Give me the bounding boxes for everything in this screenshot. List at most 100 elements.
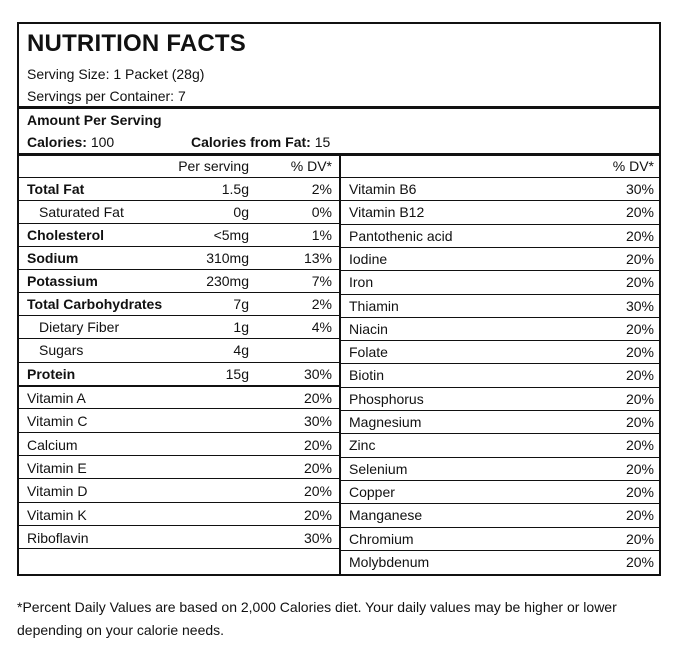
nutrient-amount: <5mg	[213, 227, 249, 243]
nutrient-name: Iron	[349, 274, 374, 291]
row-separator	[341, 503, 659, 505]
vitamin-dv: 20%	[303, 506, 332, 523]
row-separator	[19, 431, 339, 433]
nutrient-dv: 20%	[625, 320, 654, 337]
nutrient-dv: 4%	[311, 319, 332, 335]
row-separator	[341, 177, 659, 178]
row-separator	[341, 293, 659, 295]
nutrient-name: Thiamin	[349, 297, 399, 314]
row-separator	[341, 456, 659, 458]
nutrient-amount: 15g	[225, 366, 249, 382]
vitamin-name: Vitamin C	[27, 413, 88, 430]
nutrient-dv: 30%	[303, 366, 332, 382]
row-separator	[19, 292, 339, 293]
footnote: *Percent Daily Values are based on 2,000…	[17, 599, 617, 638]
row-separator	[19, 223, 339, 224]
row-separator	[341, 316, 659, 318]
nutrient-dv: 20%	[625, 483, 654, 500]
row-separator	[19, 269, 339, 270]
calories-label: Calories:	[27, 134, 87, 150]
nutrient-amount: 310mg	[206, 250, 249, 266]
nutrient-amount: 230mg	[206, 273, 249, 289]
column-divider	[339, 153, 341, 574]
nutrient-amount: 7g	[233, 296, 249, 312]
row-separator	[19, 315, 339, 316]
nutrient-dv: 7%	[311, 273, 332, 289]
divider-vitamins	[19, 385, 339, 387]
row-separator	[341, 479, 659, 481]
row-separator	[19, 200, 339, 201]
row-separator	[341, 340, 659, 342]
nutrient-name: Protein	[27, 366, 76, 382]
row-separator	[19, 338, 339, 339]
row-separator	[19, 246, 339, 247]
row-separator	[19, 454, 339, 456]
left-per-serving-header: Per serving	[178, 158, 249, 174]
nutrient-dv: 20%	[625, 460, 654, 477]
nutrient-name: Phosphorus	[349, 390, 424, 407]
vitamin-name: Vitamin D	[27, 483, 88, 500]
nutrient-name: Magnesium	[349, 414, 422, 430]
nutrient-dv: 1%	[311, 227, 332, 243]
row-separator	[341, 223, 659, 225]
nutrient-dv: 20%	[625, 367, 654, 384]
nutrient-amount: 4g	[233, 342, 249, 358]
calories-fat-line: Calories from Fat: 15	[191, 134, 330, 150]
nutrient-name: Molybdenum	[349, 553, 430, 570]
row-separator	[19, 501, 339, 503]
nutrient-name: Dietary Fiber	[39, 319, 120, 335]
vitamin-name: Vitamin E	[27, 459, 87, 476]
row-separator	[341, 270, 659, 272]
calories-line: Calories: 100	[27, 134, 114, 150]
row-separator	[19, 408, 339, 410]
nutrient-name: Biotin	[349, 367, 385, 384]
nutrient-dv: 20%	[625, 507, 654, 524]
vitamin-name: Vitamin K	[27, 506, 87, 523]
nutrient-name: Zinc	[349, 437, 376, 454]
nutrient-name: Saturated Fat	[39, 204, 124, 220]
vitamin-dv: 20%	[303, 436, 332, 453]
row-separator	[341, 549, 659, 551]
amount-per-serving: Amount Per Serving	[27, 112, 162, 128]
nutrient-dv: 30%	[625, 297, 654, 314]
nutrient-amount: 1g	[233, 319, 249, 335]
nutrient-dv: 20%	[625, 437, 654, 454]
nutrient-name: Copper	[349, 483, 395, 500]
nutrient-dv: 20%	[625, 414, 654, 430]
vitamin-name: Riboflavin	[27, 529, 89, 546]
vitamin-dv: 20%	[303, 459, 332, 476]
nutrient-name: Total Fat	[27, 181, 85, 197]
nutrient-dv: 13%	[303, 250, 332, 266]
serving-size: Serving Size: 1 Packet (28g)	[27, 66, 205, 82]
nutrient-dv: 20%	[625, 553, 654, 570]
row-separator	[19, 548, 339, 550]
vitamin-dv: 30%	[303, 529, 332, 546]
nutrient-name: Manganese	[349, 507, 423, 524]
nutrient-name: Pantothenic acid	[349, 227, 453, 244]
vitamin-dv: 20%	[303, 390, 332, 406]
right-dv-header: % DV*	[612, 158, 654, 174]
row-separator	[19, 524, 339, 526]
nutrient-name: Selenium	[349, 460, 408, 477]
nutrient-dv: 20%	[625, 274, 654, 291]
row-separator	[19, 362, 339, 363]
nutrient-dv: 2%	[311, 296, 332, 312]
vitamin-dv: 20%	[303, 483, 332, 500]
nutrient-dv: 30%	[625, 181, 654, 197]
row-separator	[341, 410, 659, 411]
nutrient-amount: 0g	[233, 204, 249, 220]
calories-fat-label: Calories from Fat:	[191, 134, 311, 150]
nutrient-name: Iodine	[349, 250, 388, 267]
nutrient-dv: 20%	[625, 344, 654, 361]
nutrient-dv: 20%	[625, 390, 654, 407]
row-separator	[341, 386, 659, 388]
nutrient-dv: 2%	[311, 181, 332, 197]
label-title: NUTRITION FACTS	[27, 30, 246, 57]
servings-per-container: Servings per Container: 7	[27, 88, 186, 104]
nutrient-name: Vitamin B12	[349, 204, 425, 221]
calories-value: 100	[90, 134, 115, 150]
nutrient-name: Total Carbohydrates	[27, 296, 163, 312]
nutrient-name: Vitamin B6	[349, 181, 417, 197]
nutrient-dv: 20%	[625, 227, 654, 244]
nutrient-amount: 1.5g	[221, 181, 249, 197]
